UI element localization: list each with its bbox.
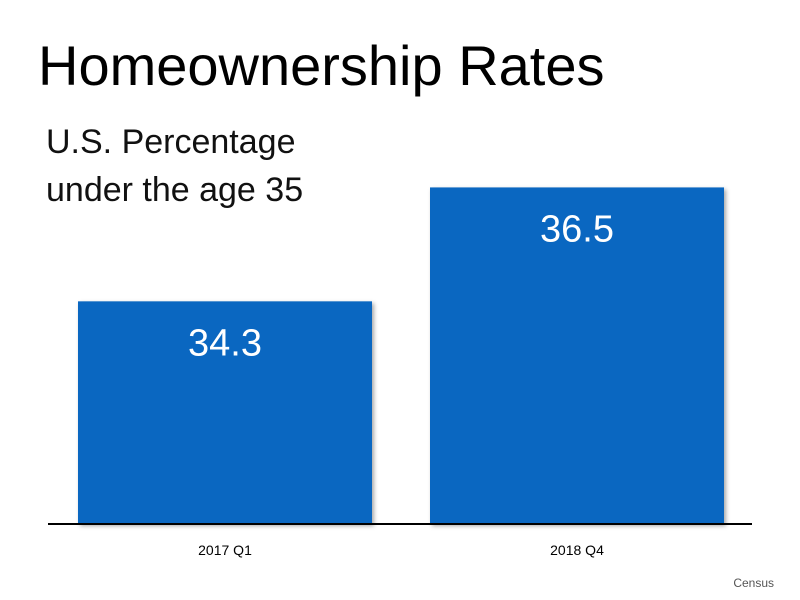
data-label: 34.3 [188,322,262,364]
category-label: 2018 Q4 [550,542,604,558]
chart-title: Homeownership Rates [38,34,605,97]
source-note: Census [733,576,774,590]
subtitle-line-1: U.S. Percentage [46,123,296,161]
subtitle-line-2: under the age 35 [46,171,304,209]
bar-2017-q1 [78,301,372,524]
bar-2018-q4 [430,187,724,524]
data-label: 36.5 [540,208,614,250]
category-label: 2017 Q1 [198,542,252,558]
chart-subtitle: U.S. Percentage under the age 35 [46,118,303,214]
